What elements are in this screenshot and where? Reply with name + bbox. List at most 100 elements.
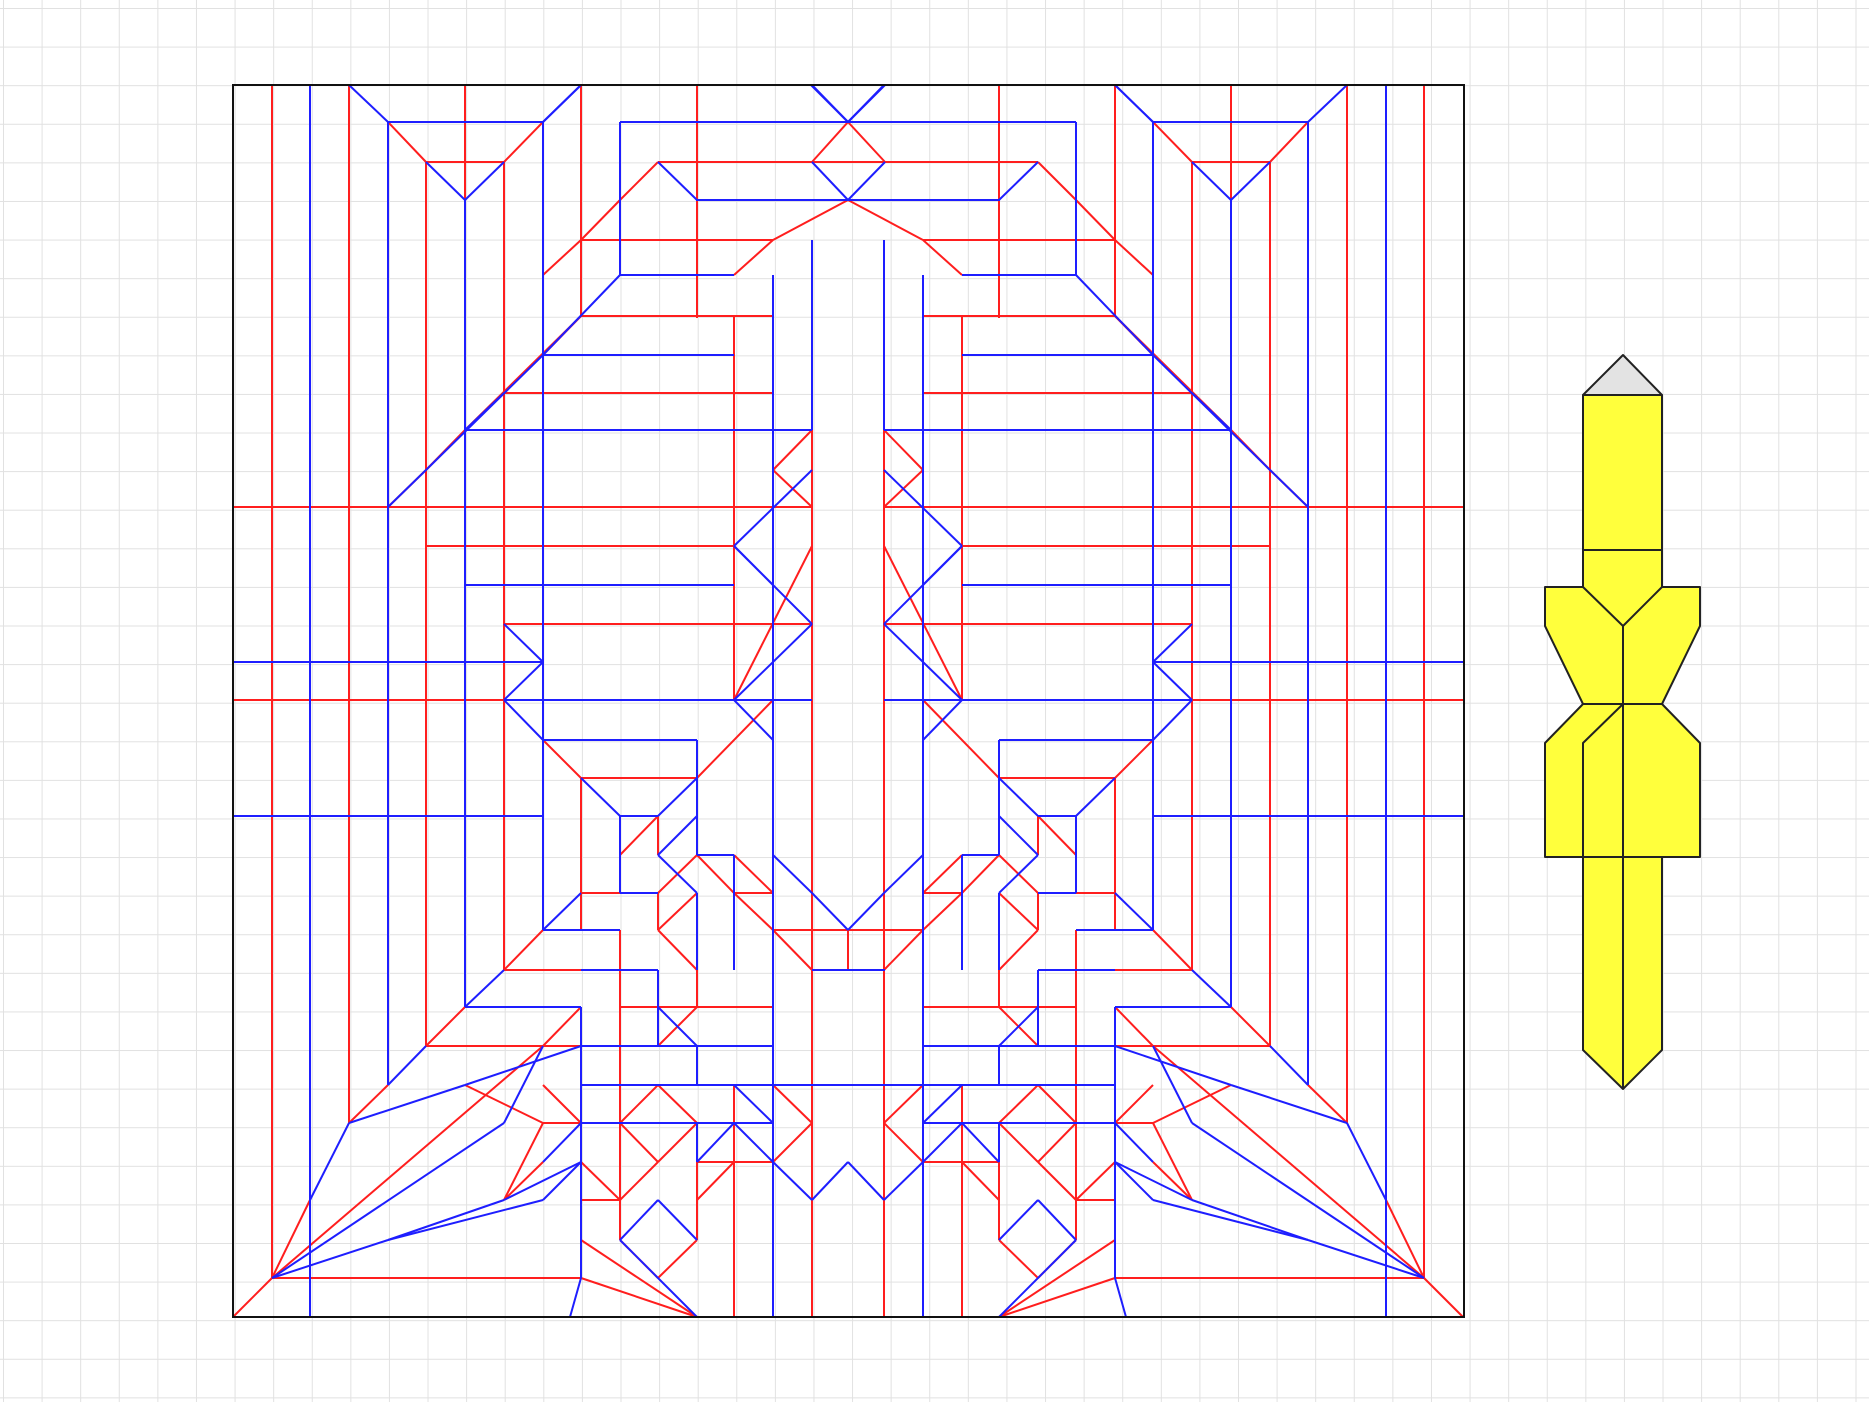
mountain-fold [503, 1161, 544, 1201]
mountain-fold [1385, 1199, 1425, 1279]
mountain-fold [772, 929, 813, 971]
mountain-fold [922, 699, 1000, 779]
mountain-fold [387, 121, 427, 163]
mountain-fold [503, 121, 544, 163]
mountain-fold [696, 699, 774, 779]
mountain-fold [1114, 1006, 1154, 1047]
valley-fold [1075, 777, 1116, 817]
mountain-fold [503, 929, 544, 971]
mountain-fold [1075, 1161, 1116, 1201]
mountain-fold [961, 854, 1000, 894]
mountain-fold [580, 199, 621, 241]
valley-fold [1307, 84, 1348, 123]
valley-fold [1152, 1045, 1193, 1124]
mountain-fold [542, 1006, 582, 1047]
valley-fold [847, 1161, 885, 1201]
valley-fold [657, 161, 698, 201]
mountain-fold [619, 161, 659, 201]
mountain-fold [847, 121, 886, 163]
valley-fold [772, 1161, 813, 1201]
valley-folds [233, 84, 1463, 1318]
mountain-fold [232, 1277, 273, 1318]
valley-fold [1075, 274, 1154, 356]
valley-fold [542, 84, 582, 123]
valley-fold [998, 777, 1039, 817]
mountain-fold [1269, 121, 1309, 163]
mountain-fold [772, 1122, 813, 1163]
mountain-fold [772, 429, 813, 471]
mountain-fold [883, 429, 924, 471]
model-overlap-crease [1582, 703, 1662, 1050]
valley-fold [569, 1277, 582, 1318]
valley-fold [464, 392, 505, 431]
mountain-fold [696, 1161, 735, 1201]
valley-fold [348, 84, 389, 123]
valley-fold [580, 777, 621, 817]
valley-fold [657, 1199, 698, 1241]
valley-fold [811, 1161, 849, 1201]
valley-fold [1037, 1199, 1077, 1241]
valley-fold [542, 274, 621, 356]
mountain-fold [1037, 815, 1077, 856]
mountain-fold [733, 239, 774, 276]
mountain-fold [580, 1161, 621, 1201]
valley-fold [883, 469, 963, 547]
valley-fold [657, 777, 698, 817]
valley-fold [696, 1122, 735, 1163]
mountain-fold [811, 121, 849, 163]
valley-fold [1114, 1045, 1232, 1086]
valley-fold [733, 1084, 774, 1124]
valley-fold [922, 1122, 963, 1163]
mountain-fold [1152, 929, 1193, 971]
valley-fold [1152, 699, 1193, 741]
mountain-fold [998, 1239, 1116, 1318]
model-upper-arm [1582, 394, 1663, 551]
valley-fold [464, 969, 505, 1008]
valley-fold [1152, 1199, 1309, 1241]
mountain-fold [657, 1084, 698, 1124]
mountain-fold [657, 1122, 698, 1163]
mountain-fold [998, 1084, 1039, 1124]
mountain-fold [503, 1122, 544, 1201]
mountain-fold [998, 1122, 1039, 1163]
valley-fold [998, 1239, 1077, 1318]
mountain-fold [657, 892, 698, 931]
valley-fold [1269, 1045, 1309, 1086]
mountain-fold [542, 1084, 582, 1124]
valley-fold [464, 1045, 582, 1086]
mountain-fold [1114, 739, 1154, 779]
valley-fold [1307, 1239, 1425, 1279]
valley-fold [1114, 1277, 1127, 1318]
valley-fold [811, 161, 849, 201]
valley-fold [1191, 161, 1232, 201]
mountain-fold [1114, 239, 1154, 276]
valley-fold [1230, 161, 1271, 201]
mountain-fold [1114, 1084, 1154, 1124]
valley-fold [733, 623, 813, 701]
mountain-fold [619, 815, 659, 856]
valley-fold [348, 1084, 466, 1124]
valley-fold [542, 1122, 582, 1163]
valley-fold [1114, 892, 1154, 931]
valley-fold [464, 161, 505, 201]
mountain-fold [922, 239, 963, 276]
mountain-fold [1307, 1084, 1348, 1124]
mountain-fold [998, 1239, 1039, 1279]
valley-fold [1114, 84, 1154, 123]
valley-fold [772, 854, 813, 894]
valley-fold [1191, 1199, 1309, 1241]
paper-border [232, 84, 1465, 1318]
valley-fold [733, 545, 774, 586]
mountain-fold [1230, 1006, 1271, 1047]
mountain-fold [1152, 1084, 1232, 1124]
valley-fold [619, 1239, 698, 1318]
mountain-fold [271, 1045, 544, 1279]
valley-fold [922, 1084, 963, 1124]
mountain-fold [733, 854, 774, 894]
mountain-fold [1152, 121, 1193, 163]
mountain-fold [1152, 1122, 1193, 1201]
valley-fold [309, 1122, 350, 1201]
